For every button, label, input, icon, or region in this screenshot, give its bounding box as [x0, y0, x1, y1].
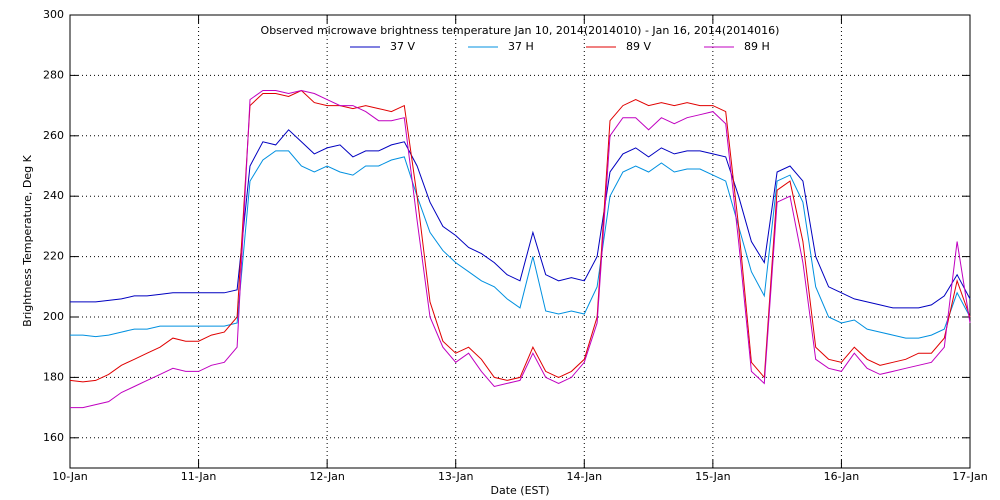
y-tick-label: 300: [43, 8, 64, 21]
x-tick-label: 12-Jan: [309, 470, 345, 483]
x-tick-label: 13-Jan: [438, 470, 474, 483]
y-tick-label: 280: [43, 68, 64, 81]
y-tick-label: 200: [43, 310, 64, 323]
legend-label: 89 H: [744, 40, 770, 53]
series-line: [70, 150, 971, 339]
x-tick-label: 17-Jan: [952, 470, 988, 483]
y-tick-label: 160: [43, 431, 64, 444]
x-tick-label: 10-Jan: [52, 470, 88, 483]
series-line: [69, 89, 971, 383]
x-tick-label: 15-Jan: [695, 470, 731, 483]
y-tick-label: 240: [43, 189, 64, 202]
legend-label: 37 H: [508, 40, 534, 53]
y-tick-label: 220: [43, 250, 64, 263]
x-axis-label: Date (EST): [490, 484, 549, 497]
x-tick-label: 14-Jan: [567, 470, 603, 483]
legend-label: 37 V: [390, 40, 415, 53]
y-axis-label: Brightness Temperature, Deg K: [21, 154, 34, 326]
x-tick-label: 11-Jan: [181, 470, 217, 483]
legend-label: 89 V: [626, 40, 651, 53]
x-tick-label: 16-Jan: [824, 470, 860, 483]
plot-frame: [69, 14, 971, 469]
y-tick-label: 180: [43, 370, 64, 383]
series-line: [70, 89, 971, 409]
y-tick-label: 260: [43, 129, 64, 142]
series-line: [70, 129, 971, 309]
chart-title: Observed microwave brightness temperatur…: [261, 24, 780, 37]
